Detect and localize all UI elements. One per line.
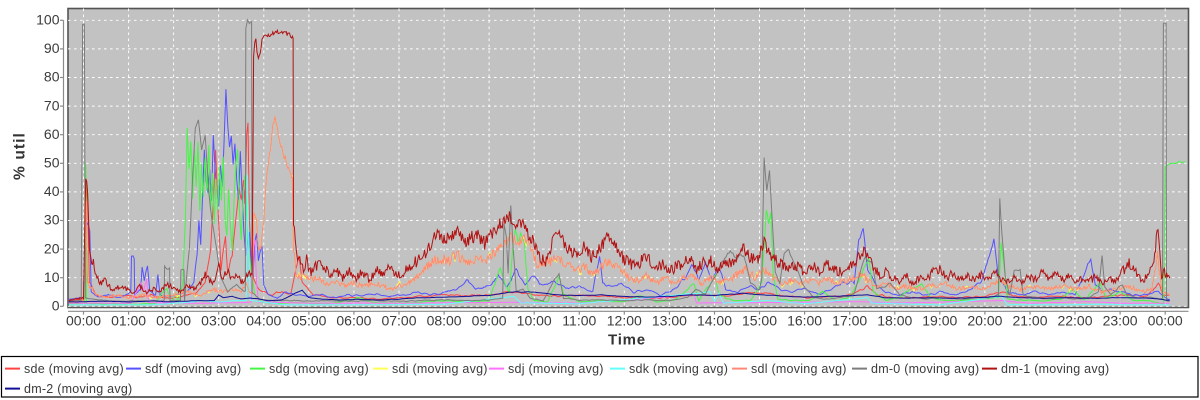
svg-text:sde (moving avg): sde (moving avg) xyxy=(24,362,124,376)
svg-text:12:00: 12:00 xyxy=(607,313,642,329)
svg-text:sdg (moving avg): sdg (moving avg) xyxy=(269,362,369,376)
svg-text:18:00: 18:00 xyxy=(877,313,912,329)
svg-text:% util: % util xyxy=(12,132,29,180)
svg-text:07:00: 07:00 xyxy=(381,313,416,329)
svg-text:sdi (moving avg): sdi (moving avg) xyxy=(392,362,488,376)
svg-text:0: 0 xyxy=(52,298,60,314)
svg-text:sdk (moving avg): sdk (moving avg) xyxy=(629,362,728,376)
svg-text:03:00: 03:00 xyxy=(201,313,236,329)
svg-text:05:00: 05:00 xyxy=(291,313,326,329)
svg-text:13:00: 13:00 xyxy=(652,313,687,329)
svg-text:21:00: 21:00 xyxy=(1012,313,1047,329)
svg-text:20:00: 20:00 xyxy=(967,313,1002,329)
svg-text:50: 50 xyxy=(44,155,60,171)
svg-text:70: 70 xyxy=(44,97,60,113)
svg-text:30: 30 xyxy=(44,212,60,228)
svg-text:23:00: 23:00 xyxy=(1103,313,1138,329)
svg-text:dm-1 (moving avg): dm-1 (moving avg) xyxy=(1001,362,1109,376)
svg-text:15:00: 15:00 xyxy=(742,313,777,329)
svg-text:22:00: 22:00 xyxy=(1057,313,1092,329)
svg-text:Time: Time xyxy=(608,332,646,349)
svg-text:100: 100 xyxy=(36,12,60,28)
svg-text:00:00: 00:00 xyxy=(1148,313,1183,329)
svg-text:10:00: 10:00 xyxy=(517,313,552,329)
svg-text:60: 60 xyxy=(44,126,60,142)
svg-text:04:00: 04:00 xyxy=(246,313,281,329)
svg-text:dm-0 (moving avg): dm-0 (moving avg) xyxy=(871,362,979,376)
svg-text:sdl (moving avg): sdl (moving avg) xyxy=(751,362,847,376)
svg-text:09:00: 09:00 xyxy=(472,313,507,329)
svg-text:19:00: 19:00 xyxy=(922,313,957,329)
svg-text:20: 20 xyxy=(44,240,60,256)
svg-text:17:00: 17:00 xyxy=(832,313,867,329)
svg-text:10: 10 xyxy=(44,269,60,285)
svg-text:06:00: 06:00 xyxy=(336,313,371,329)
svg-text:11:00: 11:00 xyxy=(562,313,596,329)
svg-text:08:00: 08:00 xyxy=(427,313,462,329)
svg-text:01:00: 01:00 xyxy=(111,313,146,329)
svg-text:00:00: 00:00 xyxy=(66,313,101,329)
svg-text:sdj (moving avg): sdj (moving avg) xyxy=(508,362,604,376)
svg-text:40: 40 xyxy=(44,183,60,199)
svg-text:14:00: 14:00 xyxy=(697,313,732,329)
svg-text:dm-2 (moving avg): dm-2 (moving avg) xyxy=(24,382,132,396)
svg-text:90: 90 xyxy=(44,40,60,56)
svg-text:sdf (moving avg): sdf (moving avg) xyxy=(145,362,241,376)
svg-text:16:00: 16:00 xyxy=(787,313,822,329)
svg-text:80: 80 xyxy=(44,69,60,85)
svg-text:02:00: 02:00 xyxy=(156,313,191,329)
